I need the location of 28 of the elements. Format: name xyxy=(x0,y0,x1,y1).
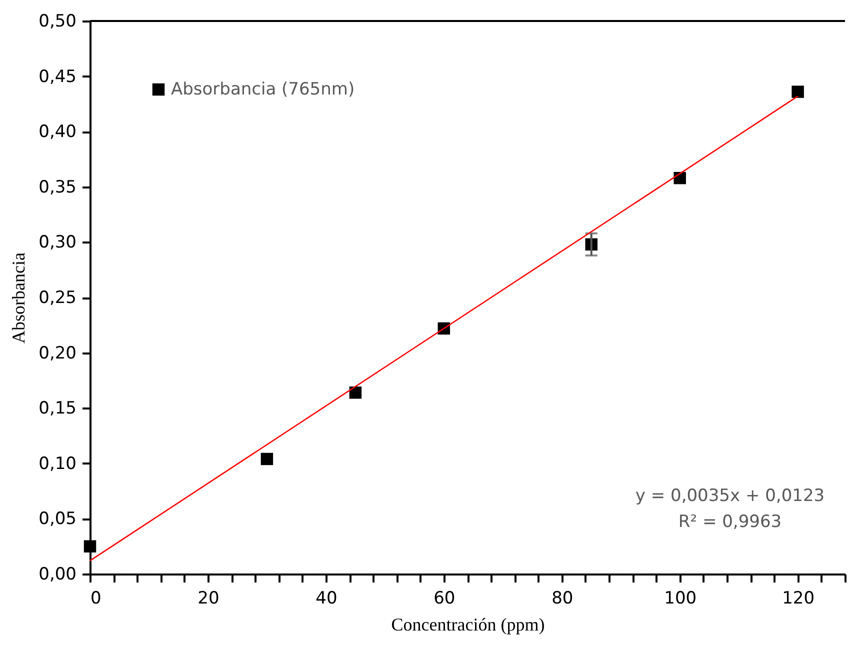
y-tick-label: 0,50 xyxy=(38,12,76,32)
point xyxy=(84,540,96,552)
point xyxy=(260,452,274,466)
point xyxy=(674,172,686,184)
y-tick-label: 0,30 xyxy=(38,232,76,253)
annotation: y = 0,0035x + 0,0123 xyxy=(635,486,825,506)
x-axis-title: Concentración (ppm) xyxy=(391,614,545,634)
y-tick-label: 0,25 xyxy=(38,288,76,308)
y-tick-label: 0,35 xyxy=(38,177,76,198)
x-tick-label: 60 xyxy=(434,588,456,608)
y-tick-label: 0,00 xyxy=(38,564,76,584)
y-tick-label: 0,05 xyxy=(38,509,76,530)
x-tick-label: 20 xyxy=(198,588,220,608)
y-tick-label: 0,10 xyxy=(38,454,76,474)
x-tick-label: 100 xyxy=(664,588,697,608)
y-tick-label: 0,40 xyxy=(38,122,76,142)
point xyxy=(792,86,804,98)
y-tick-label: 0,20 xyxy=(38,343,76,364)
x-tick-label: 0 xyxy=(90,588,102,608)
y-axis-title: Absorbancia xyxy=(8,252,29,344)
annotation: R² = 0,9963 xyxy=(678,512,782,532)
legend-label: Absorbancia (765nm) xyxy=(171,80,355,100)
x-tick-label: 80 xyxy=(552,588,574,608)
x-tick-label: 40 xyxy=(316,588,338,608)
point xyxy=(349,386,362,399)
y-tick-label: 0,15 xyxy=(38,398,76,419)
x-tick-label: 120 xyxy=(782,588,815,608)
y-tick-label: 0,45 xyxy=(38,66,76,87)
